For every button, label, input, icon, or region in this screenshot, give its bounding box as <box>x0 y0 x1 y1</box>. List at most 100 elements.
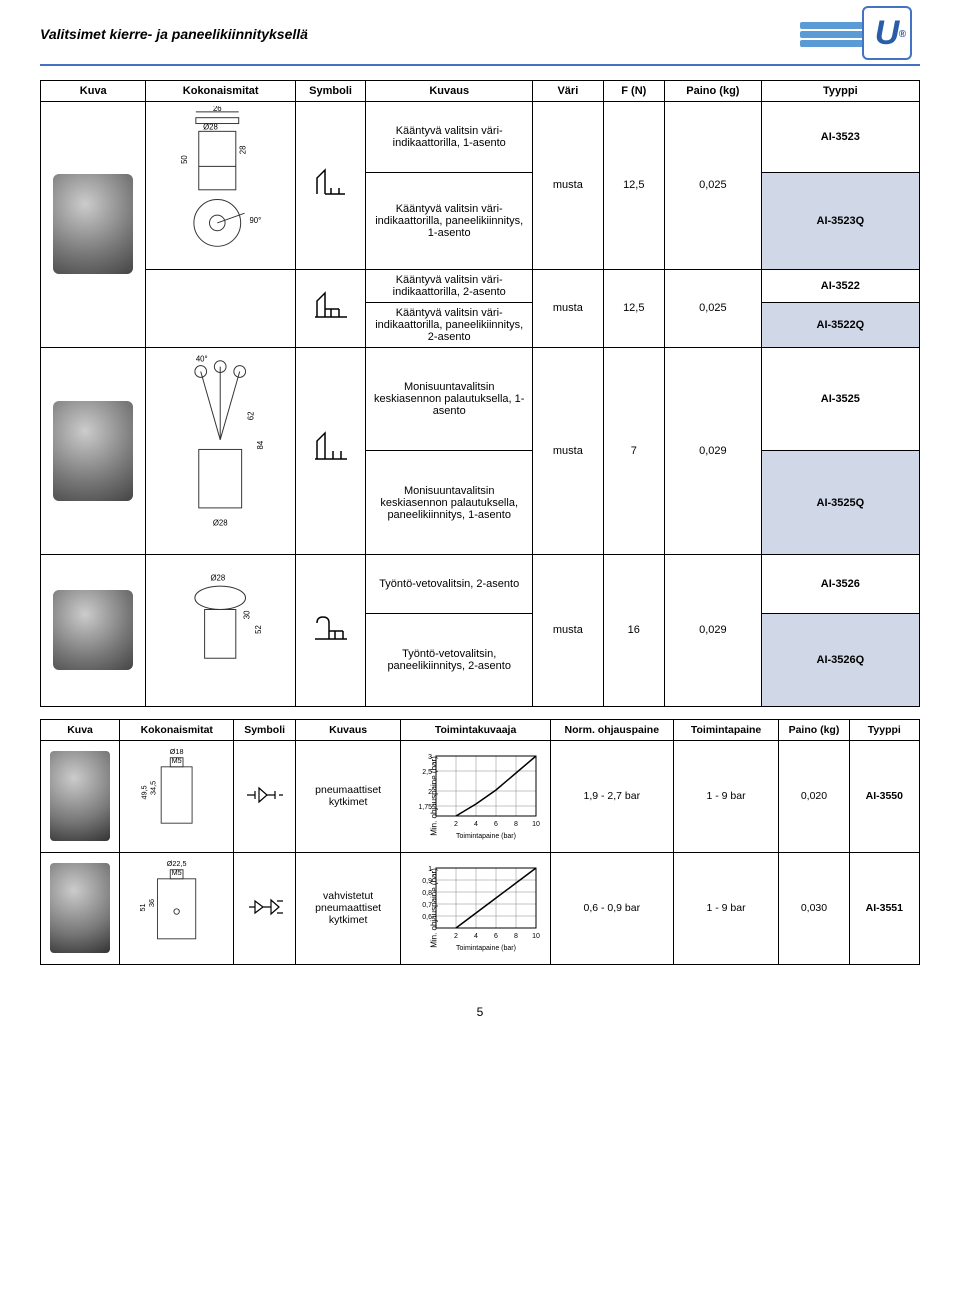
tyyppi-cell: AI-3526 <box>761 554 919 613</box>
dim-drawing-4: Ø18 M5 49,5 34,5 <box>125 745 228 845</box>
kuvaus-cell: Työntö-vetovalitsin, 2-asento <box>366 554 533 613</box>
svg-text:62: 62 <box>247 411 256 420</box>
svg-text:4: 4 <box>474 821 478 828</box>
kuvaus-cell: pneumaattiset kytkimet <box>295 740 400 852</box>
paino-cell: 0,029 <box>665 347 762 554</box>
dimension-drawing-cell: 26 Ø28 50 28 90° <box>146 102 295 270</box>
product-table-1: Kuva Kokonaismitat Symboli Kuvaus Väri F… <box>40 80 920 707</box>
symbol-cell <box>234 852 296 964</box>
vari-cell: musta <box>533 269 603 347</box>
svg-text:8: 8 <box>514 821 518 828</box>
th2-norm: Norm. ohjauspaine <box>550 719 673 740</box>
dim-drawing-1: 26 Ø28 50 28 90° <box>152 106 288 262</box>
th2-graph: Toimintakuvaaja <box>401 719 550 740</box>
tyyppi-cell: AI-3550 <box>849 740 919 852</box>
fn-cell: 7 <box>603 347 665 554</box>
table2-header-row: Kuva Kokonaismitat Symboli Kuvaus Toimin… <box>41 719 920 740</box>
th2-tyyppi: Tyyppi <box>849 719 919 740</box>
symbol-cell <box>295 102 365 270</box>
th-kuva: Kuva <box>41 81 146 102</box>
table-row: Ø18 M5 49,5 34,5 pneumaattiset kytkimet … <box>41 740 920 852</box>
symbol-cell <box>295 269 365 347</box>
svg-text:34,5: 34,5 <box>149 781 158 795</box>
dimension-drawing-cell: Ø18 M5 49,5 34,5 <box>120 740 234 852</box>
fn-cell: 12,5 <box>603 269 665 347</box>
dimension-drawing-cell: Ø28 30 52 <box>146 554 295 706</box>
joystick-photo <box>53 401 133 501</box>
table1-header-row: Kuva Kokonaismitat Symboli Kuvaus Väri F… <box>41 81 920 102</box>
page-header: Valitsimet kierre- ja paneelikiinnitykse… <box>0 0 960 64</box>
dim-drawing-5: Ø22,5 M5 51 36 <box>125 857 228 957</box>
joystick-icon <box>311 429 351 469</box>
th2-kok: Kokonaismitat <box>120 719 234 740</box>
table-row: Kääntyvä valitsin väri-indikaattorilla, … <box>41 269 920 302</box>
product-photo-cell <box>41 554 146 706</box>
header-title: Valitsimet kierre- ja paneelikiinnitykse… <box>40 26 308 42</box>
table-row: 26 Ø28 50 28 90° Kääntyvä valitsin väri-… <box>41 102 920 173</box>
graph-cell: Min. ohjauspaine (bar) 3 2,5 2 <box>401 740 550 852</box>
svg-text:2: 2 <box>454 821 458 828</box>
pushpull-icon <box>311 609 351 649</box>
graph-ylabel: Min. ohjauspaine (bar) <box>430 868 439 948</box>
svg-text:36: 36 <box>147 899 156 907</box>
product-photo-cell <box>41 347 146 554</box>
reinforced-pneum-icon <box>245 887 285 927</box>
product-photo-cell <box>41 740 120 852</box>
svg-text:50: 50 <box>181 155 190 164</box>
paino-cell: 0,029 <box>665 554 762 706</box>
svg-text:4: 4 <box>474 933 478 940</box>
tyyppi-cell: AI-3522 <box>761 269 919 302</box>
graph-cell: Min. ohjauspaine (bar) 1 0,9 0,8 <box>401 852 550 964</box>
svg-text:84: 84 <box>257 440 266 449</box>
svg-text:49,5: 49,5 <box>140 785 149 799</box>
svg-text:Ø28: Ø28 <box>211 573 226 582</box>
svg-text:30: 30 <box>243 610 252 619</box>
svg-text:8: 8 <box>514 933 518 940</box>
paino-cell: 0,020 <box>779 740 849 852</box>
dim-drawing-2: 40° 62 84 Ø28 <box>152 352 288 547</box>
graph-2: Min. ohjauspaine (bar) 1 0,9 0,8 <box>406 858 546 958</box>
th-kuvaus: Kuvaus <box>366 81 533 102</box>
svg-text:10: 10 <box>532 933 540 940</box>
product-table-2: Kuva Kokonaismitat Symboli Kuvaus Toimin… <box>40 719 920 965</box>
svg-text:28: 28 <box>239 146 248 155</box>
pneum-symbol-icon <box>245 775 285 815</box>
th2-sym: Symboli <box>234 719 296 740</box>
kuvaus-cell: Kääntyvä valitsin väri-indikaattorilla, … <box>366 269 533 302</box>
toim-cell: 1 - 9 bar <box>673 852 778 964</box>
svg-text:6: 6 <box>494 821 498 828</box>
th-sym: Symboli <box>295 81 365 102</box>
kuvaus-cell: Kääntyvä valitsin väri-indikaattorilla, … <box>366 102 533 173</box>
page-number: 5 <box>40 1005 920 1039</box>
tyyppi-cell: AI-3523 <box>761 102 919 173</box>
pneum-switch-photo <box>50 751 110 841</box>
th2-kuva: Kuva <box>41 719 120 740</box>
svg-text:Toimintapaine (bar): Toimintapaine (bar) <box>456 833 516 840</box>
tyyppi-cell: AI-3551 <box>849 852 919 964</box>
th-fn: F (N) <box>603 81 665 102</box>
th-tyyppi: Tyyppi <box>761 81 919 102</box>
symbol-cell <box>295 554 365 706</box>
th-paino: Paino (kg) <box>665 81 762 102</box>
pushpull-photo <box>53 590 133 670</box>
tyyppi-cell: AI-3525 <box>761 347 919 450</box>
kuvaus-cell: Monisuuntavalitsin keskiasennon palautuk… <box>366 347 533 450</box>
product-photo-cell <box>41 852 120 964</box>
tyyppi-cell: AI-3526Q <box>761 613 919 706</box>
header-rule <box>40 64 920 66</box>
rotary-2pos-icon <box>311 287 351 327</box>
toim-cell: 1 - 9 bar <box>673 740 778 852</box>
svg-text:26: 26 <box>213 106 222 113</box>
th-kok: Kokonaismitat <box>146 81 295 102</box>
paino-cell: 0,025 <box>665 102 762 270</box>
th2-paino: Paino (kg) <box>779 719 849 740</box>
table-row: Ø22,5 M5 51 36 vahvistetut pneumaattiset… <box>41 852 920 964</box>
reinforced-pneum-photo <box>50 863 110 953</box>
svg-text:Toimintapaine (bar): Toimintapaine (bar) <box>456 945 516 952</box>
svg-text:Ø22,5: Ø22,5 <box>167 859 187 868</box>
svg-text:2: 2 <box>454 933 458 940</box>
vari-cell: musta <box>533 347 603 554</box>
norm-cell: 1,9 - 2,7 bar <box>550 740 673 852</box>
fn-cell: 16 <box>603 554 665 706</box>
graph-1: Min. ohjauspaine (bar) 3 2,5 2 <box>406 746 546 846</box>
